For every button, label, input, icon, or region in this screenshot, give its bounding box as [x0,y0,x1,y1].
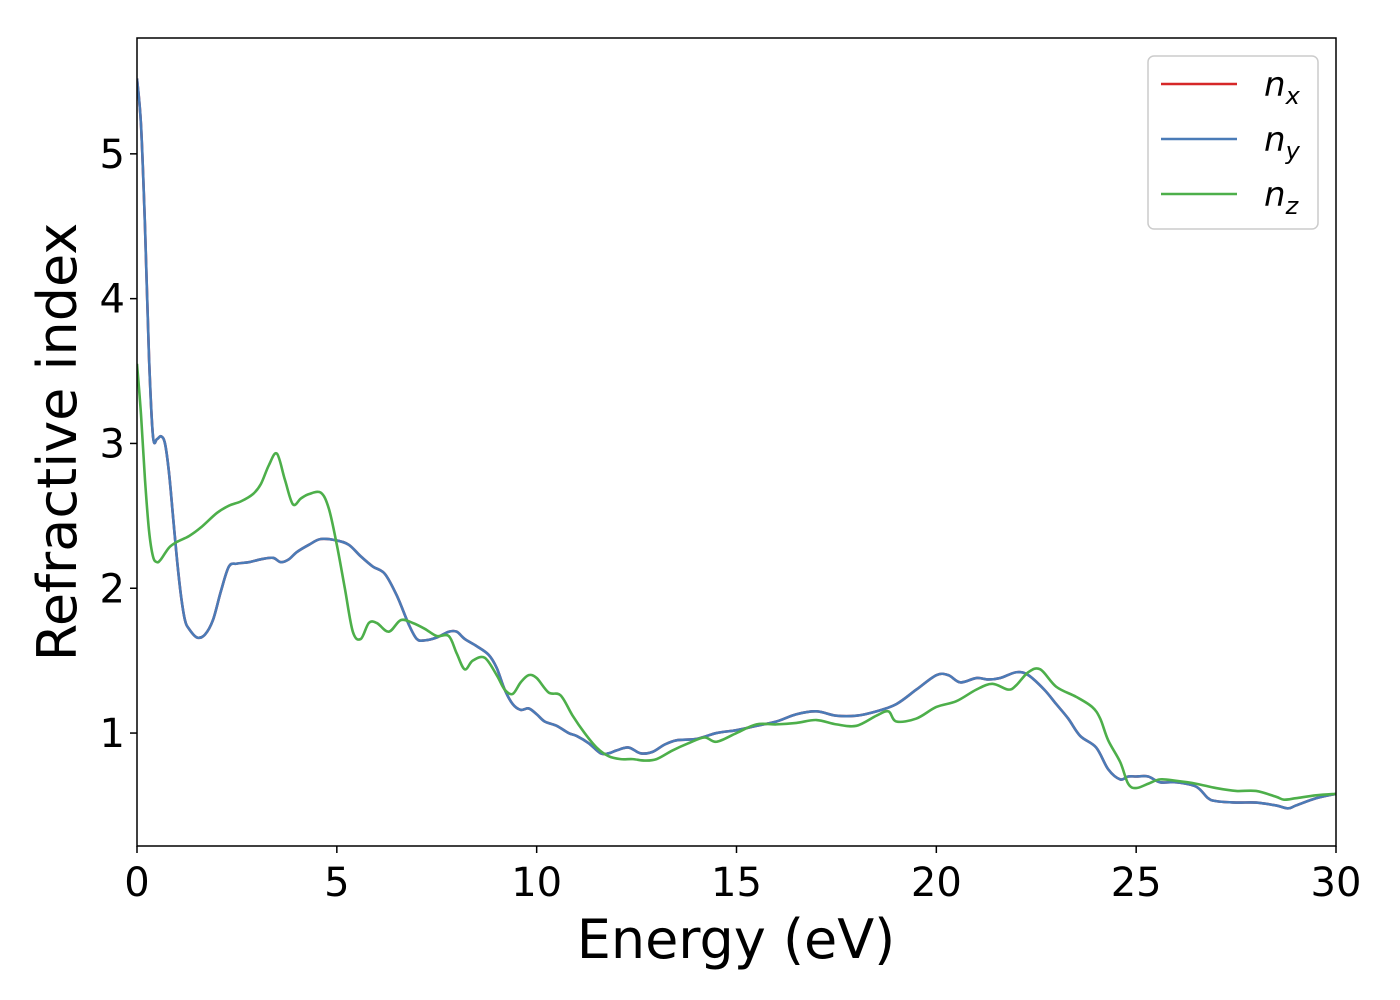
legend-box [1147,55,1319,230]
legend-label-base: n [1264,175,1286,215]
x-tick-label: 25 [1111,860,1162,906]
y-axis-title: Refractive index [26,223,89,662]
legend-label-base: n [1264,65,1286,105]
series-line-y [137,78,1336,810]
x-axis-title: Energy (eV) [577,908,896,971]
legend-label-subscript: z [1285,192,1300,220]
legend-label-z: nz [1264,175,1300,220]
y-tick-label: 2 [100,566,125,612]
x-tick-label: 0 [124,860,149,906]
y-axis-ticks: 1 2 3 4 5 [100,132,137,757]
x-axis-ticks: 0 5 10 15 20 25 30 [124,846,1361,906]
x-tick-label: 10 [511,860,562,906]
x-tick-label: 15 [711,860,762,906]
y-tick-label: 1 [100,711,125,757]
series-layer [137,78,1336,810]
series-line-z [137,363,1336,801]
legend-label-subscript: y [1285,137,1301,165]
legend-label-subscript: x [1285,82,1301,110]
x-tick-label: 20 [911,860,962,906]
y-tick-label: 4 [100,277,125,323]
x-tick-label: 30 [1311,860,1362,906]
y-tick-label: 5 [100,132,125,178]
legend-label-base: n [1264,120,1286,160]
legend-label-x: nx [1264,65,1301,110]
legend-label-y: ny [1264,120,1301,165]
x-tick-label: 5 [324,860,349,906]
y-tick-label: 3 [100,421,125,467]
